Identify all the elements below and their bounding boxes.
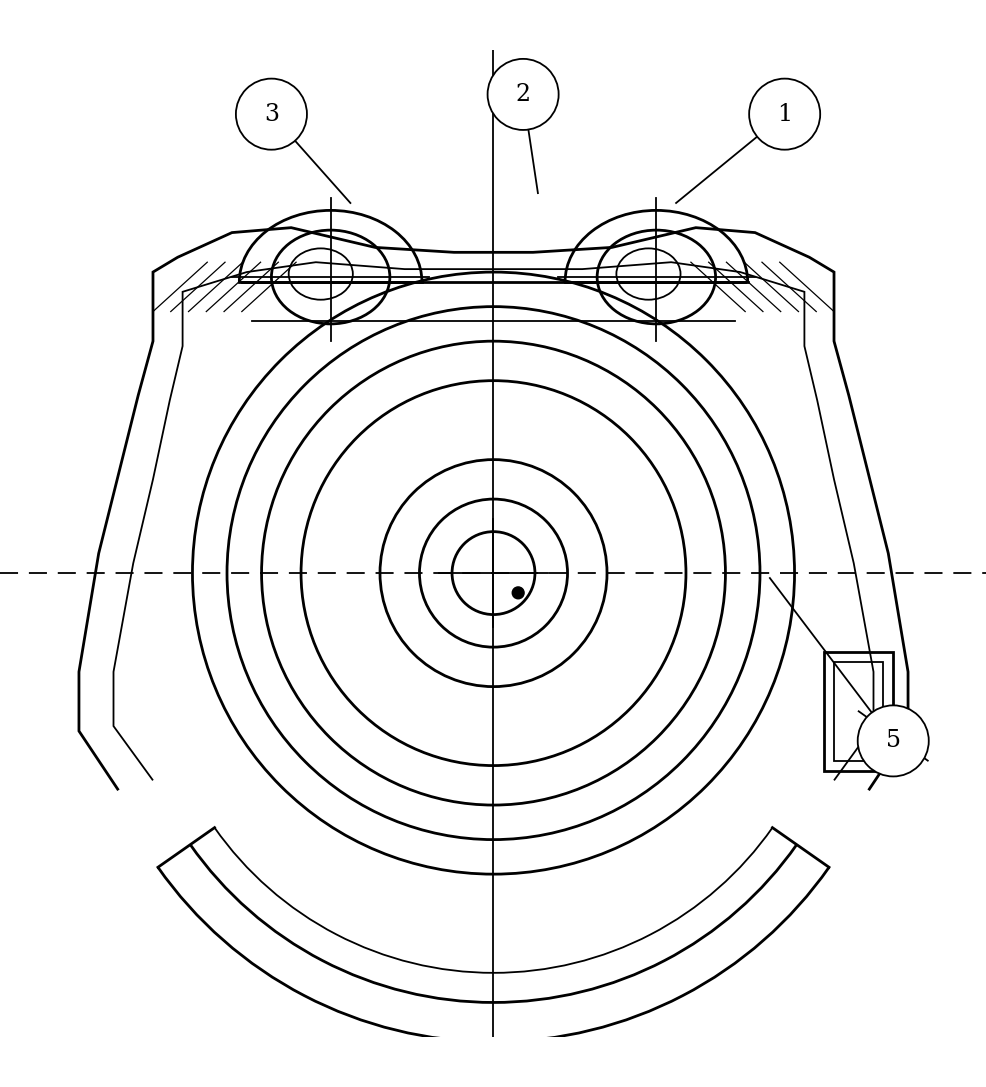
- Circle shape: [236, 78, 307, 150]
- Text: 2: 2: [515, 83, 530, 105]
- Circle shape: [857, 705, 928, 776]
- Circle shape: [487, 59, 558, 130]
- Text: 5: 5: [884, 729, 900, 752]
- Text: 3: 3: [263, 102, 279, 126]
- Circle shape: [748, 78, 819, 150]
- Circle shape: [512, 587, 524, 599]
- Text: 1: 1: [776, 102, 792, 126]
